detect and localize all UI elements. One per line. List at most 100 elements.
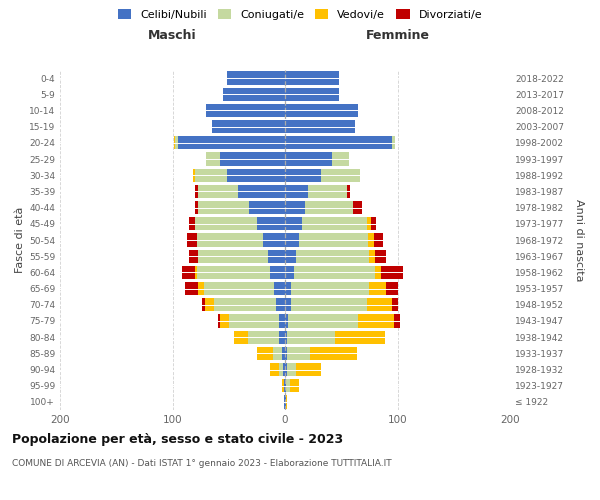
Bar xyxy=(218,314,220,328)
Bar xyxy=(285,136,392,149)
Bar xyxy=(285,298,290,312)
Bar xyxy=(263,234,285,246)
Bar xyxy=(285,217,302,230)
Bar xyxy=(285,168,321,182)
Bar xyxy=(285,379,286,392)
Bar xyxy=(308,185,347,198)
Y-axis label: Fasce di età: Fasce di età xyxy=(15,207,25,273)
Bar xyxy=(285,88,339,101)
Bar xyxy=(321,168,361,182)
Bar xyxy=(195,201,199,214)
Bar xyxy=(281,379,284,392)
Bar xyxy=(274,282,285,295)
Bar xyxy=(197,234,263,246)
Bar xyxy=(190,250,199,263)
Bar xyxy=(193,168,195,182)
Bar xyxy=(285,314,289,328)
Bar xyxy=(268,250,285,263)
Bar xyxy=(285,152,332,166)
Bar xyxy=(206,104,285,117)
Bar xyxy=(310,346,357,360)
Bar xyxy=(285,346,287,360)
Bar xyxy=(195,185,199,198)
Bar xyxy=(257,217,285,230)
Bar xyxy=(284,396,285,408)
Bar xyxy=(374,234,383,246)
Bar xyxy=(280,363,283,376)
Bar xyxy=(187,234,197,246)
Bar xyxy=(227,168,285,182)
Bar xyxy=(272,346,281,360)
Bar xyxy=(285,201,305,214)
Bar xyxy=(386,282,398,295)
Bar xyxy=(353,201,361,214)
Bar xyxy=(294,266,375,279)
Bar xyxy=(271,266,285,279)
Text: Popolazione per età, sesso e stato civile - 2023: Popolazione per età, sesso e stato civil… xyxy=(12,432,343,446)
Bar xyxy=(199,185,238,198)
Bar xyxy=(257,346,272,360)
Bar xyxy=(296,250,370,263)
Bar xyxy=(375,266,380,279)
Bar xyxy=(290,298,367,312)
Bar xyxy=(380,266,403,279)
Bar xyxy=(202,298,205,312)
Bar xyxy=(197,266,271,279)
Bar xyxy=(199,250,268,263)
Bar xyxy=(204,282,274,295)
Bar xyxy=(370,282,386,295)
Bar xyxy=(285,363,287,376)
Bar xyxy=(190,217,195,230)
Bar xyxy=(285,104,358,117)
Bar xyxy=(178,136,285,149)
Bar xyxy=(284,379,285,392)
Bar xyxy=(214,298,276,312)
Bar xyxy=(285,282,290,295)
Bar xyxy=(392,298,398,312)
Bar xyxy=(285,266,294,279)
Bar xyxy=(394,314,400,328)
Bar xyxy=(283,363,285,376)
Bar xyxy=(199,201,249,214)
Bar xyxy=(235,330,248,344)
Text: Femmine: Femmine xyxy=(365,30,430,43)
Y-axis label: Anni di nascita: Anni di nascita xyxy=(574,198,584,281)
Bar xyxy=(212,120,285,134)
Bar xyxy=(302,217,367,230)
Bar xyxy=(367,217,371,230)
Bar xyxy=(249,201,285,214)
Bar xyxy=(195,217,257,230)
Bar xyxy=(392,136,395,149)
Bar xyxy=(285,234,299,246)
Bar xyxy=(358,314,394,328)
Bar xyxy=(185,282,199,295)
Bar xyxy=(289,314,358,328)
Bar xyxy=(220,314,229,328)
Bar xyxy=(199,282,204,295)
Bar xyxy=(280,314,285,328)
Bar xyxy=(285,120,355,134)
Bar xyxy=(206,152,220,166)
Bar xyxy=(287,363,296,376)
Bar xyxy=(285,185,308,198)
Bar xyxy=(223,88,285,101)
Bar xyxy=(248,330,280,344)
Bar xyxy=(347,185,350,198)
Bar xyxy=(205,298,214,312)
Bar xyxy=(281,346,285,360)
Legend: Celibi/Nubili, Coniugati/e, Vedovi/e, Divorziati/e: Celibi/Nubili, Coniugati/e, Vedovi/e, Di… xyxy=(115,6,485,23)
Bar xyxy=(290,379,299,392)
Text: Maschi: Maschi xyxy=(148,30,197,43)
Bar xyxy=(175,136,178,149)
Bar xyxy=(287,346,310,360)
Bar xyxy=(305,201,353,214)
Bar xyxy=(375,250,386,263)
Bar xyxy=(368,234,374,246)
Bar xyxy=(285,250,296,263)
Bar xyxy=(271,363,280,376)
Bar xyxy=(182,266,195,279)
Text: COMUNE DI ARCEVIA (AN) - Dati ISTAT 1° gennaio 2023 - Elaborazione TUTTITALIA.IT: COMUNE DI ARCEVIA (AN) - Dati ISTAT 1° g… xyxy=(12,459,392,468)
Bar xyxy=(296,363,321,376)
Bar xyxy=(285,72,339,85)
Bar xyxy=(173,136,175,149)
